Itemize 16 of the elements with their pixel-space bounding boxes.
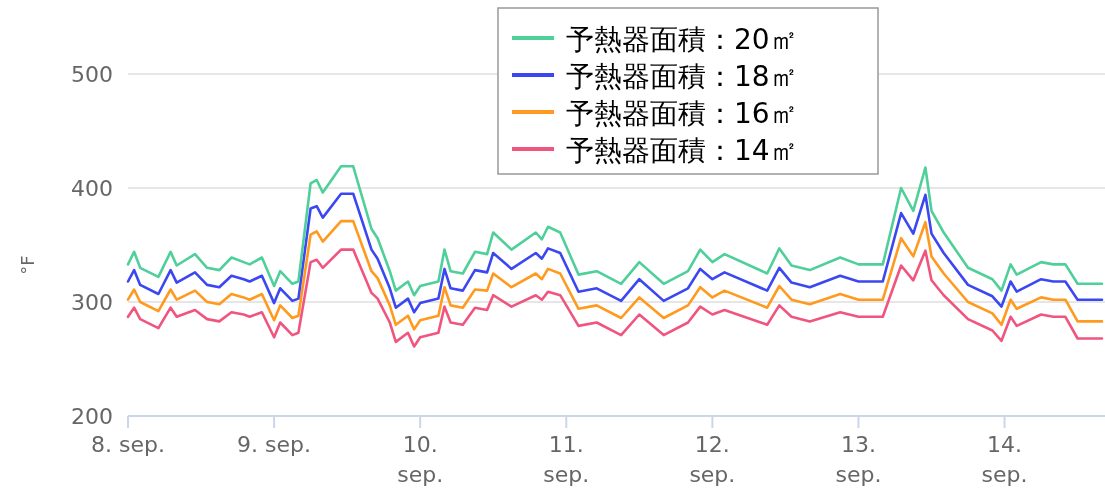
y-tick-label: 400	[71, 176, 113, 201]
x-tick-label: 14. sep.	[981, 432, 1028, 487]
legend-label: 予熱器面積：18㎡	[566, 60, 798, 93]
x-tick-label: 13. sep.	[835, 432, 882, 487]
legend-label: 予熱器面積：16㎡	[566, 97, 798, 130]
y-tick-label: 300	[71, 290, 113, 315]
y-tick-label: 200	[71, 404, 113, 429]
x-tick-label: 12. sep.	[689, 432, 736, 487]
y-tick-label: 500	[71, 62, 113, 87]
y-axis-title: °F	[17, 255, 38, 275]
x-tick-label: 9. sep.	[237, 432, 312, 457]
x-tick-label: 11. sep.	[543, 432, 590, 487]
legend-label: 予熱器面積：14㎡	[566, 134, 798, 167]
x-tick-label: 10. sep.	[397, 432, 444, 487]
x-tick-label: 8. sep.	[91, 432, 165, 457]
legend-label: 予熱器面積：20㎡	[566, 23, 798, 56]
